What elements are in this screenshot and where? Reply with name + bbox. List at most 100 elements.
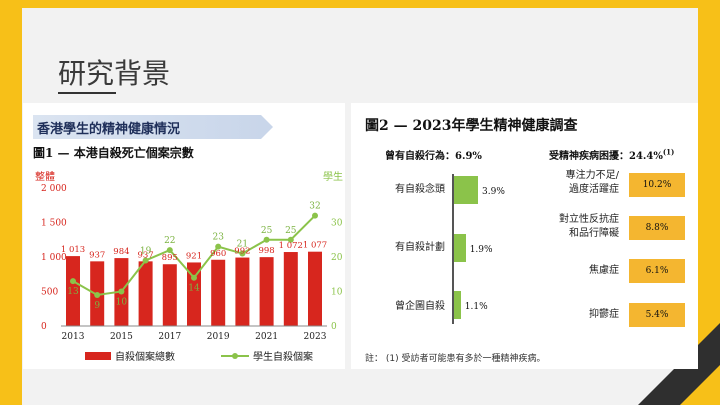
title-underline xyxy=(58,92,116,94)
behavior-bar xyxy=(454,234,466,262)
behavior-label: 曾企圖自殺 xyxy=(395,301,445,312)
corner-decoration-yellow xyxy=(680,365,720,405)
legend-bar-label: 自殺個案總數 xyxy=(115,350,175,363)
x-axis-tick: 2019 xyxy=(207,332,230,342)
illness-value-box: 10.2% xyxy=(629,173,685,197)
line-value-label: 19 xyxy=(140,246,152,256)
student-cases-point xyxy=(191,274,197,281)
illness-subtitle: 受精神疾病困擾：24.4%(1) xyxy=(549,147,674,162)
left-axis-title: 整體 xyxy=(35,170,55,183)
chart-legend: 自殺個案總數 學生自殺個案 xyxy=(85,350,313,363)
illness-value-box: 5.4% xyxy=(629,303,685,327)
student-cases-point xyxy=(239,250,246,257)
x-axis-tick: 2013 xyxy=(62,332,85,342)
left-accent-bar xyxy=(0,0,22,405)
bar-total-cases xyxy=(211,259,226,326)
behavior-bar xyxy=(454,291,461,319)
behavior-subtitle: 曾有自殺行為：6.9% xyxy=(385,151,482,162)
line-value-label: 9 xyxy=(94,301,100,311)
legend-line-marker xyxy=(232,353,238,359)
student-cases-point xyxy=(263,236,270,243)
left-axis-tick: 500 xyxy=(41,288,58,298)
top-accent-bar xyxy=(0,0,720,8)
behavior-value: 1.9% xyxy=(469,245,493,255)
student-cases-point xyxy=(118,288,125,295)
right-axis-title: 學生 xyxy=(323,170,343,183)
bar-value-label: 1 072 xyxy=(279,241,303,251)
illness-label-line: 對立性反抗症 xyxy=(559,214,619,225)
x-axis-tick: 2023 xyxy=(304,332,327,342)
left-axis-tick: 0 xyxy=(41,322,47,332)
legend-line-label: 學生自殺個案 xyxy=(253,350,313,363)
bar-value-label: 960 xyxy=(210,249,226,259)
line-value-label: 23 xyxy=(212,233,224,243)
illness-value-box: 8.8% xyxy=(629,216,685,240)
behavior-label: 有自殺計劃 xyxy=(395,242,445,253)
student-cases-point xyxy=(215,243,222,250)
bar-total-cases xyxy=(187,262,201,326)
bar-value-label: 921 xyxy=(186,251,202,261)
left-axis-tick: 2 000 xyxy=(41,184,67,194)
bar-total-cases xyxy=(259,257,274,326)
illness-label: 專注力不足/ 過度活躍症 xyxy=(511,169,619,197)
line-value-label: 13 xyxy=(67,287,79,297)
figure2-title: 圖2 — 2023年學生精神健康調查 xyxy=(365,118,578,134)
bar-total-cases xyxy=(162,264,177,326)
bar-value-label: 937 xyxy=(137,250,153,260)
student-cases-point xyxy=(287,236,294,243)
behavior-value: 3.9% xyxy=(482,187,505,197)
line-value-label: 21 xyxy=(237,240,248,250)
line-value-label: 22 xyxy=(164,236,175,246)
panel-heading: 香港學生的精神健康情況 xyxy=(33,115,273,139)
footnote: 註： (1) 受訪者可能患有多於一種精神疾病。 xyxy=(365,354,546,364)
bar-value-label: 984 xyxy=(113,247,129,257)
student-cases-point xyxy=(142,257,149,264)
legend-bar-swatch xyxy=(85,352,111,360)
behavior-bar xyxy=(454,176,478,204)
illness-value-box: 6.1% xyxy=(629,259,685,283)
line-value-label: 10 xyxy=(116,298,128,308)
illness-subtitle-text: 受精神疾病困擾：24.4% xyxy=(549,151,663,162)
student-cases-point xyxy=(312,212,318,219)
line-value-label: 25 xyxy=(285,226,297,236)
illness-label: 對立性反抗症 和品行障礙 xyxy=(511,213,619,241)
line-value-label: 25 xyxy=(261,226,273,236)
bar-value-label: 1 077 xyxy=(303,241,327,251)
left-axis-tick: 1 500 xyxy=(41,219,67,229)
figure1-title: 圖1 — 本港自殺死亡個案宗數 xyxy=(33,146,194,160)
bar-value-label: 1 013 xyxy=(61,245,85,255)
right-axis-tick: 20 xyxy=(331,253,343,263)
behavior-label: 有自殺念頭 xyxy=(395,184,445,195)
x-axis-tick: 2015 xyxy=(110,332,133,342)
slide-title: 研究背景 xyxy=(58,57,171,90)
bar-value-label: 895 xyxy=(162,253,178,263)
figure2-panel: 圖2 — 2023年學生精神健康調查 曾有自殺行為：6.9% 受精神疾病困擾：2… xyxy=(351,103,698,369)
illness-label: 焦慮症 xyxy=(511,264,619,278)
behavior-axis xyxy=(452,174,454,324)
bar-total-cases xyxy=(283,252,298,326)
bar-value-label: 992 xyxy=(234,247,250,257)
x-axis-tick: 2021 xyxy=(255,332,278,342)
illness-label-line: 專注力不足/ xyxy=(565,170,619,181)
bar-total-cases xyxy=(66,256,80,326)
bar-total-cases xyxy=(308,251,322,326)
student-cases-point xyxy=(70,278,76,285)
illness-subtitle-footnote: (1) xyxy=(662,147,675,157)
right-axis-tick: 0 xyxy=(331,322,337,332)
student-cases-point xyxy=(94,291,101,298)
left-axis-tick: 1 000 xyxy=(41,253,67,263)
illness-label-line: 抑鬱症 xyxy=(589,309,619,320)
x-axis-tick: 2017 xyxy=(158,332,181,342)
bar-total-cases xyxy=(235,257,250,326)
bar-value-label: 998 xyxy=(258,246,274,256)
illness-label: 抑鬱症 xyxy=(511,308,619,322)
bar-value-label: 937 xyxy=(89,250,105,260)
bar-total-cases xyxy=(138,261,153,326)
panel-heading-text: 香港學生的精神健康情況 xyxy=(37,122,181,137)
right-axis-tick: 30 xyxy=(331,219,343,229)
illness-label-line: 和品行障礙 xyxy=(569,228,619,239)
right-accent-bar xyxy=(698,0,720,405)
figure1-panel: 香港學生的精神健康情況 圖1 — 本港自殺死亡個案宗數 整體 學生 1 013 9… xyxy=(23,103,345,369)
